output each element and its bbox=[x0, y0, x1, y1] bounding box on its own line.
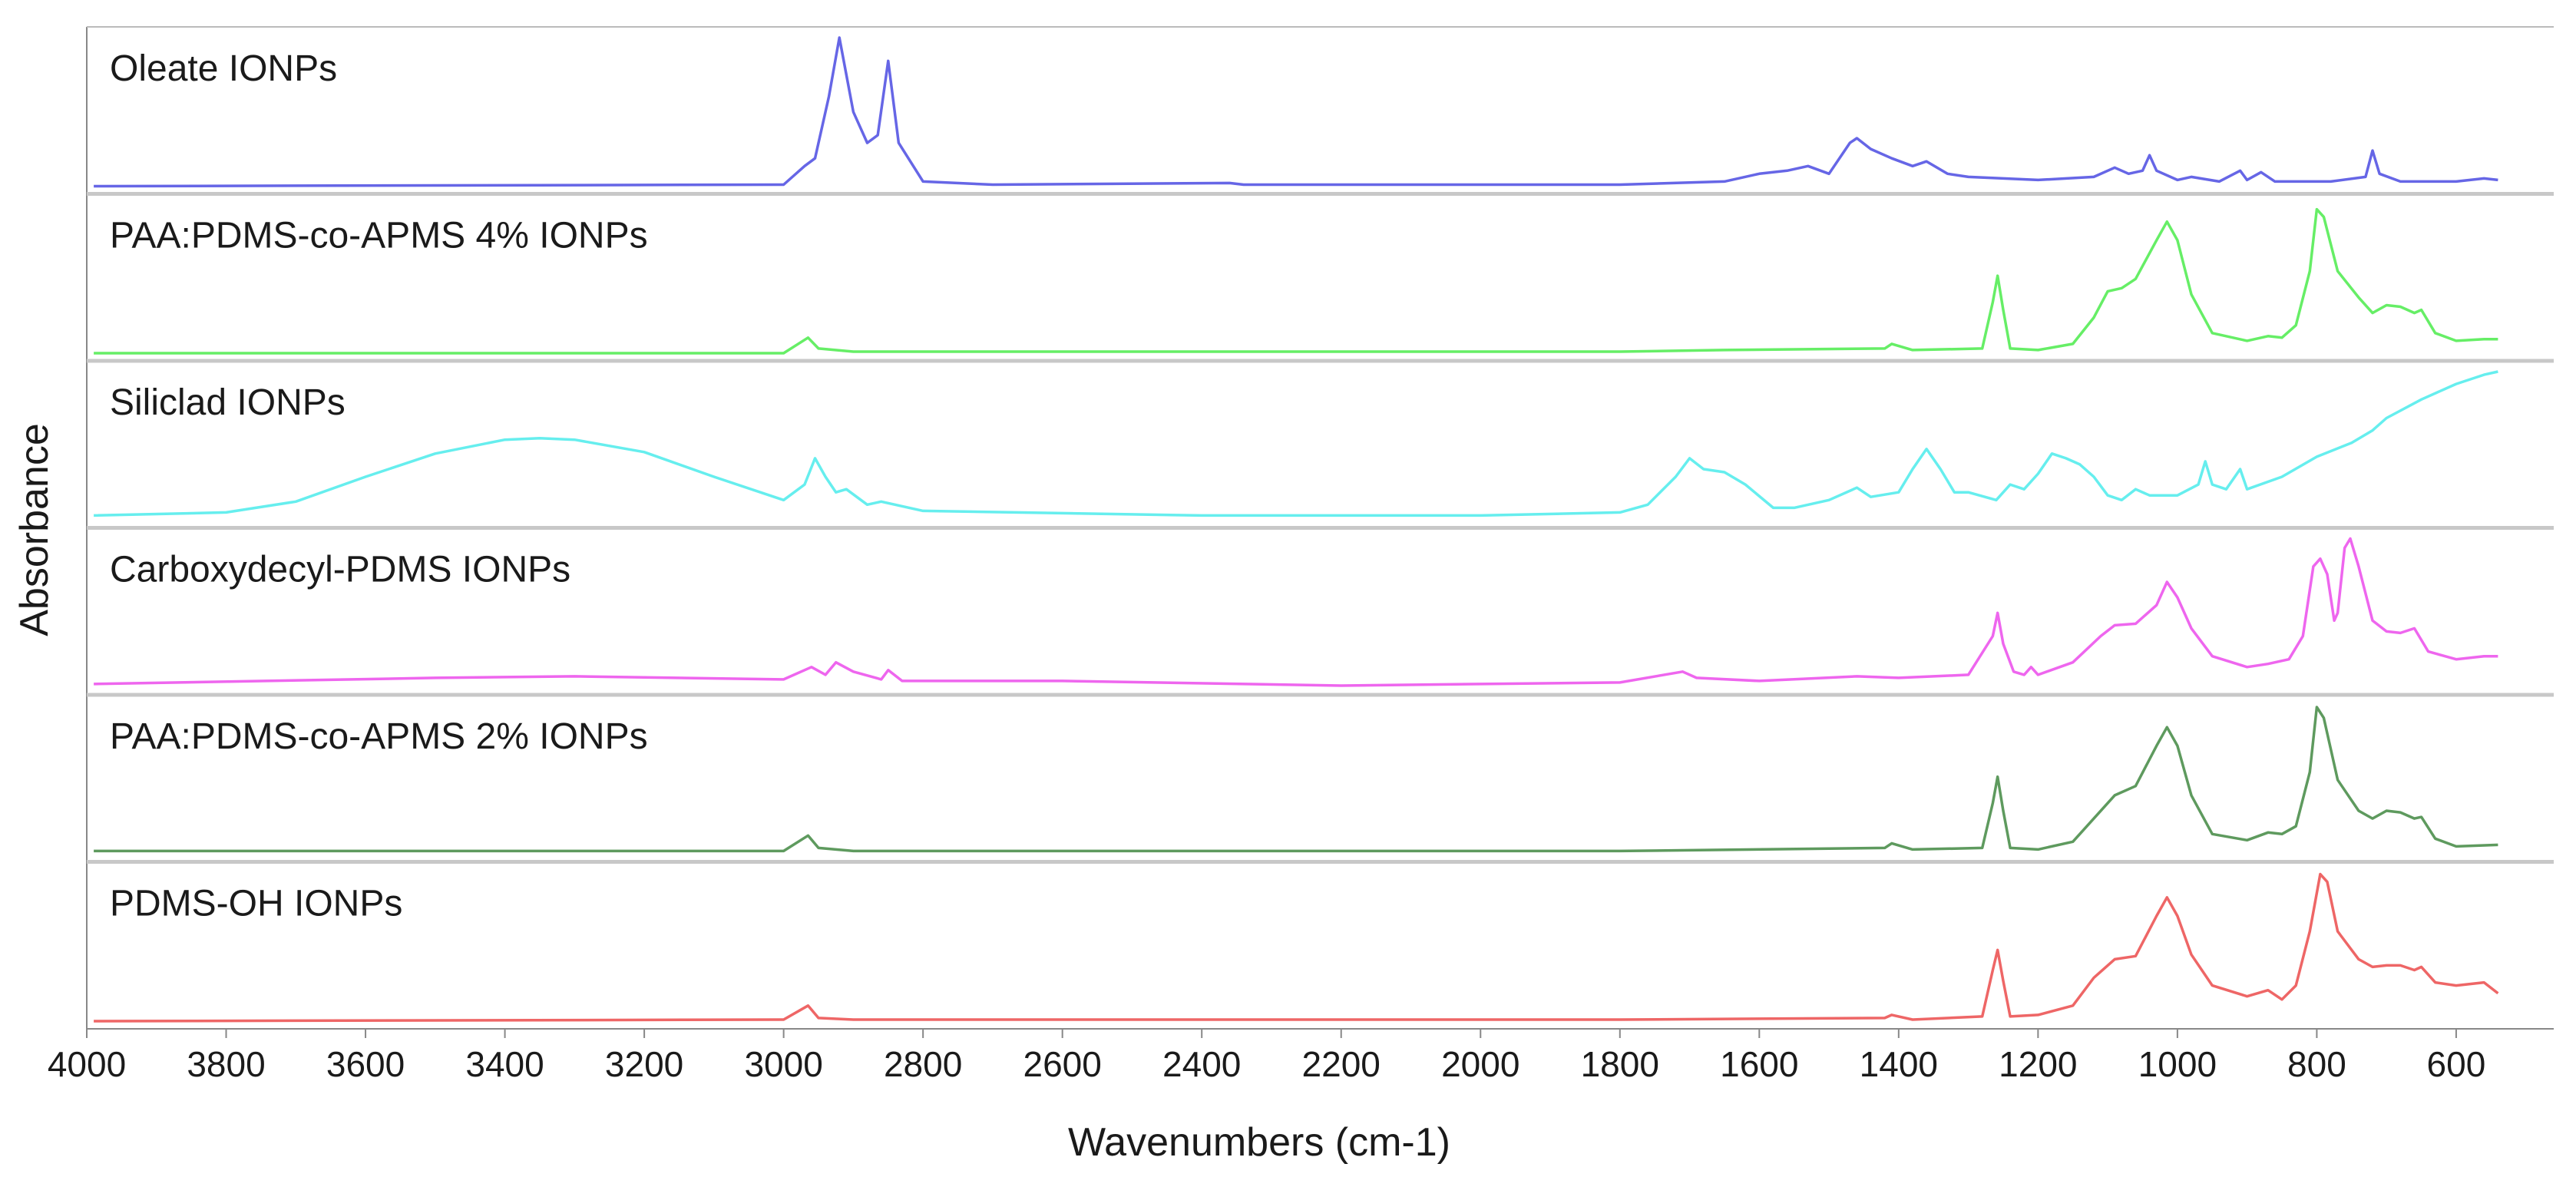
panel-label: Siliclad IONPs bbox=[110, 382, 346, 423]
panel-label: PDMS-OH IONPs bbox=[110, 884, 402, 924]
spectrum-line bbox=[94, 207, 2498, 355]
spectrum-line bbox=[94, 706, 2498, 853]
x-tick-label: 2800 bbox=[884, 1044, 962, 1084]
spectrum-line bbox=[94, 36, 2498, 188]
x-tick-label: 2200 bbox=[1302, 1044, 1381, 1084]
x-tick-label: 2400 bbox=[1162, 1044, 1241, 1084]
x-tick-label: 3600 bbox=[326, 1044, 405, 1084]
panel-label: Oleate IONPs bbox=[110, 48, 337, 89]
x-tick-label: 1000 bbox=[2138, 1044, 2217, 1084]
x-tick-label: 3400 bbox=[465, 1044, 544, 1084]
panel-label: PAA:PDMS-co-APMS 4% IONPs bbox=[110, 216, 648, 256]
x-tick-label: 1800 bbox=[1581, 1044, 1659, 1084]
x-tick-label: 4000 bbox=[48, 1044, 126, 1084]
x-tick-label: 3200 bbox=[605, 1044, 683, 1084]
x-tick-label: 3000 bbox=[744, 1044, 822, 1084]
x-axis-title: Wavenumbers (cm-1) bbox=[1068, 1120, 1450, 1165]
x-tick-label: 600 bbox=[2427, 1044, 2486, 1084]
x-tick-label: 1200 bbox=[1999, 1044, 2077, 1084]
x-tick-label: 3800 bbox=[187, 1044, 265, 1084]
panel-label: PAA:PDMS-co-APMS 2% IONPs bbox=[110, 716, 648, 757]
panel-label: Carboxydecyl-PDMS IONPs bbox=[110, 550, 570, 590]
x-tick-label: 2600 bbox=[1023, 1044, 1102, 1084]
spectrum-line bbox=[94, 537, 2498, 687]
x-tick-label: 1600 bbox=[1720, 1044, 1798, 1084]
x-tick-label: 2000 bbox=[1441, 1044, 1519, 1084]
x-tick-label: 800 bbox=[2287, 1044, 2346, 1084]
y-axis-title: Absorbance bbox=[12, 423, 57, 636]
x-tick-label: 1400 bbox=[1860, 1044, 1938, 1084]
spectrum-line bbox=[94, 370, 2498, 517]
spectrum-line bbox=[94, 872, 2499, 1023]
